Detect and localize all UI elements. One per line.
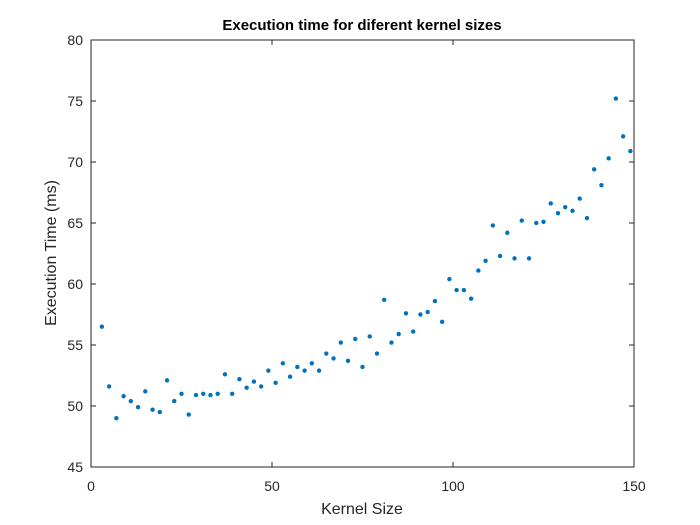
data-point: [468, 296, 474, 301]
data-point: [229, 391, 235, 396]
data-point: [251, 379, 257, 384]
data-point: [367, 334, 372, 339]
data-point: [382, 297, 387, 303]
data-point: [519, 218, 524, 223]
data-point: [193, 392, 199, 398]
y-tick-label: 65: [67, 215, 83, 231]
x-axis-label: Kernel Size: [321, 501, 403, 518]
data-point: [273, 380, 278, 386]
data-point: [143, 389, 148, 394]
data-point: [353, 336, 358, 342]
chart-title: Execution time for diferent kernel sizes: [222, 17, 501, 34]
y-tick-label: 75: [67, 93, 83, 109]
y-tick-label: 80: [67, 32, 83, 48]
data-point: [244, 385, 249, 390]
data-point: [425, 309, 430, 315]
data-point: [432, 298, 438, 304]
data-point: [186, 412, 191, 417]
data-point: [461, 287, 467, 293]
y-tick-label: 60: [67, 276, 83, 292]
data-point: [324, 351, 329, 356]
plot-area: [90, 39, 635, 468]
data-point: [577, 196, 582, 201]
data-point: [410, 329, 416, 334]
data-point: [172, 398, 177, 404]
data-point: [534, 220, 539, 226]
data-point: [563, 204, 568, 210]
y-tick-label: 55: [67, 337, 83, 353]
x-tick-label: 0: [87, 478, 95, 494]
data-point: [403, 311, 409, 316]
data-point: [179, 391, 184, 396]
data-point: [613, 96, 619, 101]
data-point: [418, 312, 423, 317]
data-point: [280, 361, 286, 366]
data-point: [237, 376, 242, 382]
data-point: [389, 340, 394, 345]
data-point: [606, 156, 611, 161]
x-tick-label: 150: [622, 478, 646, 494]
data-point: [309, 361, 315, 366]
data-point: [591, 167, 597, 172]
data-point: [287, 374, 293, 379]
data-points: [99, 96, 633, 421]
data-point: [295, 364, 300, 370]
data-point: [476, 268, 481, 273]
y-axis: 45 50 55 60 65 70 75 80: [67, 32, 634, 475]
data-point: [266, 368, 271, 373]
data-point: [628, 148, 633, 154]
data-point: [526, 256, 532, 261]
x-tick-label: 50: [264, 478, 280, 494]
data-point: [490, 223, 496, 228]
data-point: [208, 392, 213, 398]
data-point: [258, 384, 264, 389]
y-tick-label: 50: [67, 398, 83, 414]
data-point: [483, 258, 488, 264]
data-point: [222, 372, 228, 377]
data-point: [128, 398, 134, 404]
data-point: [150, 407, 155, 412]
data-point: [454, 287, 459, 293]
data-point: [121, 394, 126, 399]
data-point: [439, 319, 445, 325]
data-point: [338, 340, 343, 345]
data-point: [360, 364, 365, 370]
data-point: [512, 256, 517, 261]
data-point: [447, 276, 452, 282]
data-point: [570, 208, 575, 213]
data-point: [157, 409, 162, 415]
data-point: [215, 391, 220, 396]
data-point: [374, 351, 380, 356]
data-point: [302, 368, 307, 373]
data-point: [548, 201, 553, 206]
data-point: [555, 211, 561, 216]
y-tick-label: 45: [67, 459, 83, 475]
data-point: [541, 219, 546, 224]
y-axis-label: Execution Time (ms): [43, 180, 60, 326]
data-point: [345, 358, 351, 364]
x-axis: 0 50 100 150: [87, 40, 646, 494]
data-point: [620, 134, 626, 139]
data-point: [99, 324, 105, 329]
x-tick-label: 100: [441, 478, 465, 494]
data-point: [201, 391, 206, 396]
data-point: [135, 405, 141, 410]
data-point: [331, 356, 336, 361]
y-tick-label: 70: [67, 154, 83, 170]
data-point: [106, 384, 112, 389]
data-point: [396, 331, 401, 337]
data-point: [584, 215, 590, 221]
data-point: [164, 378, 170, 383]
data-point: [114, 416, 119, 421]
data-point: [316, 368, 322, 373]
data-point: [497, 253, 503, 259]
data-point: [599, 182, 604, 188]
data-point: [505, 230, 510, 235]
